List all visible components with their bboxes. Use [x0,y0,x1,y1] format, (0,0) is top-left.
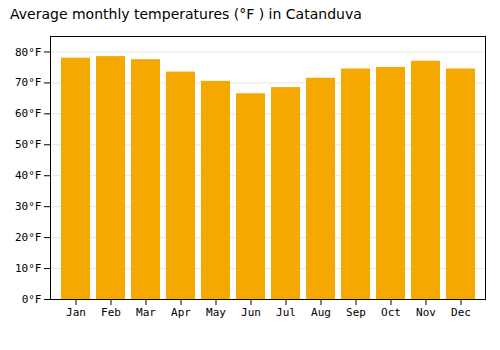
svg-text:Aug: Aug [311,306,331,319]
svg-text:Jan: Jan [66,306,86,319]
svg-text:10°F: 10°F [15,262,42,275]
svg-text:20°F: 20°F [15,231,42,244]
svg-text:Mar: Mar [136,306,156,319]
svg-text:30°F: 30°F [15,200,42,213]
svg-text:Sep: Sep [346,306,366,319]
html-text:Average monthly temperatures (: Average monthly temperatures (°F ) in Ca… [10,6,362,22]
svg-text:May: May [206,306,226,319]
svg-text:Feb: Feb [101,306,121,319]
svg-text:0°F: 0°F [22,293,42,306]
svg-text:Apr: Apr [171,306,191,319]
svg-text:50°F: 50°F [15,138,42,151]
svg-text:Nov: Nov [416,306,436,319]
svg-text:70°F: 70°F [15,76,42,89]
svg-text:40°F: 40°F [15,169,42,182]
svg-text:Dec: Dec [451,306,471,319]
svg-text:Oct: Oct [381,306,401,319]
svg-text:Jun: Jun [241,306,261,319]
svg-text:60°F: 60°F [15,107,42,120]
svg-text:80°F: 80°F [15,45,42,58]
svg-text:Jul: Jul [276,306,296,319]
